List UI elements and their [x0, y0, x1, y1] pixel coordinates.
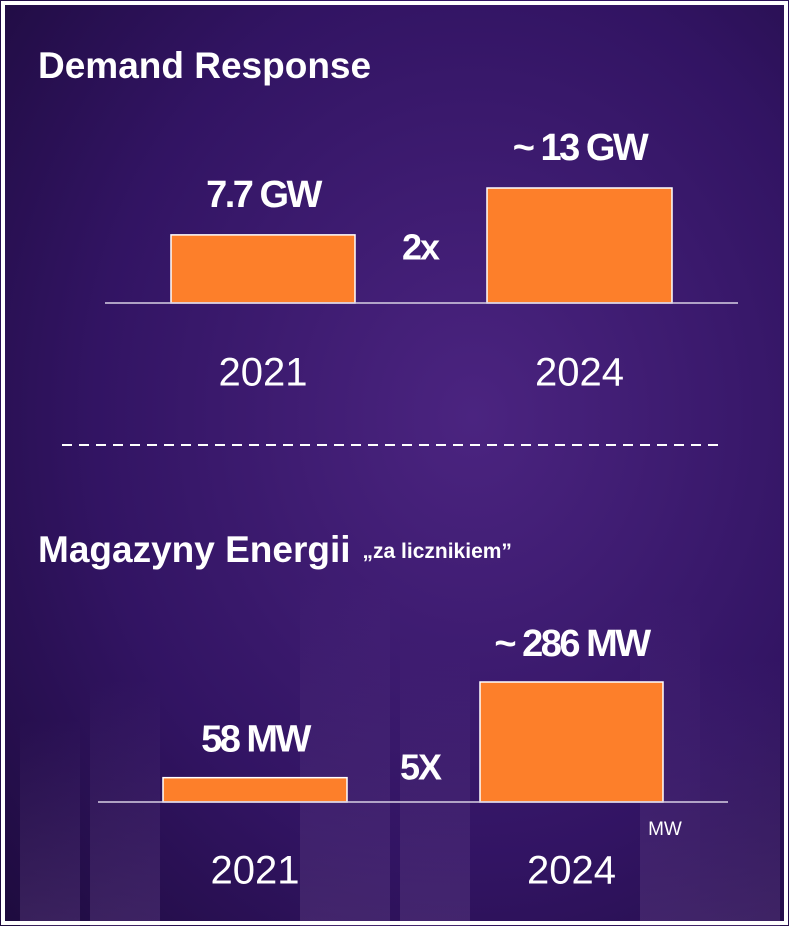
category-label: 2021 [219, 351, 308, 395]
category-label: 2024 [535, 351, 624, 395]
annotation: 2x [402, 227, 440, 268]
value-label: ~ 13 GW [513, 127, 649, 169]
bar [479, 681, 664, 803]
category-label: 2024 [527, 849, 616, 893]
chart-title: Demand Response [38, 45, 371, 86]
city-silhouette [20, 580, 780, 926]
value-label: ~ 286 MW [494, 623, 651, 665]
axis-label: MW [648, 819, 682, 840]
bar [170, 234, 356, 304]
category-label: 2021 [211, 849, 300, 893]
chart-subtitle: „za licznikiem” [363, 540, 512, 563]
bar [162, 776, 348, 803]
chart-title-group: Magazyny Energii „za licznikiem” [38, 529, 512, 570]
annotation: 5X [400, 747, 442, 788]
bar [486, 187, 673, 304]
chart-title: Magazyny Energii [38, 529, 351, 570]
value-label: 58 MW [201, 719, 311, 761]
value-label: 7.7 GW [206, 174, 322, 216]
